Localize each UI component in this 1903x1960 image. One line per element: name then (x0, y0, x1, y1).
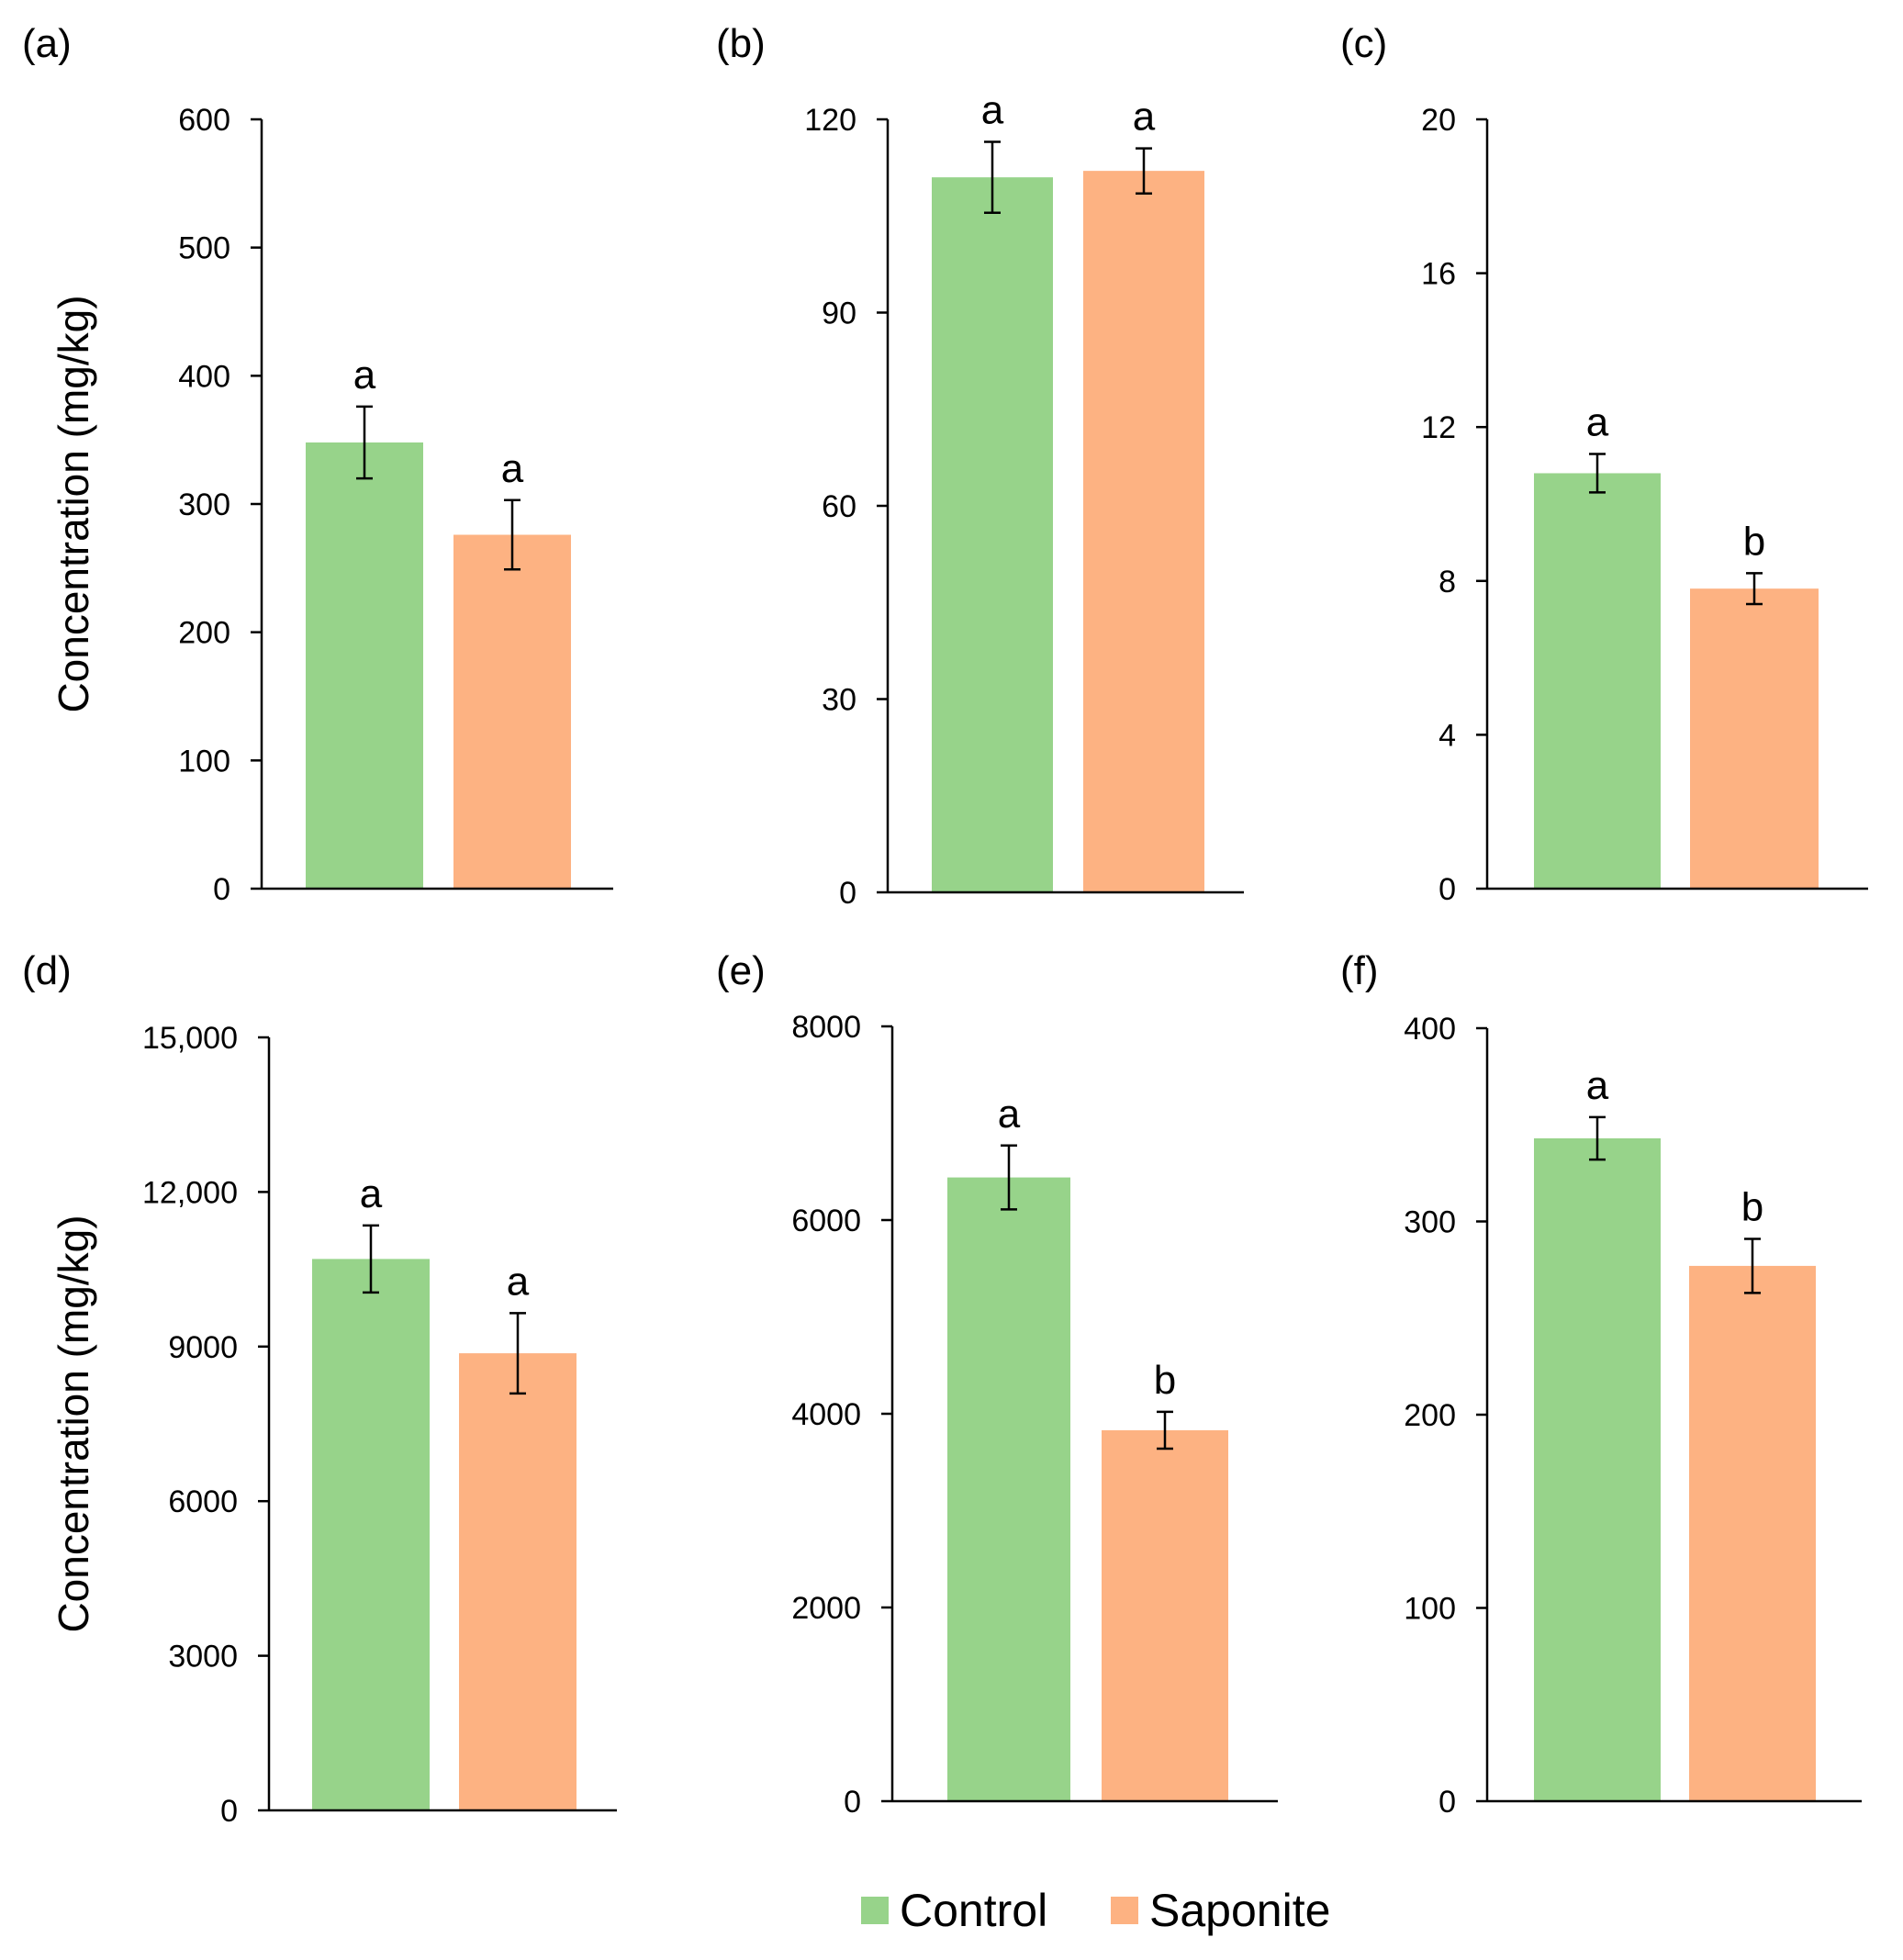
error-bar-saponite (509, 1312, 526, 1395)
legend-label-control: Control (900, 1885, 1047, 1936)
y-tick-label: 20 (1421, 103, 1456, 138)
y-tick-label: 0 (844, 1785, 861, 1820)
panel-label: (a) (22, 21, 72, 66)
error-bar-saponite (1157, 1410, 1173, 1450)
bar-control (947, 1177, 1070, 1801)
y-axis-title: Concentration (mg/kg) (50, 295, 97, 712)
significance-letter-saponite: a (501, 446, 524, 491)
significance-letter-control: a (1586, 1063, 1609, 1108)
significance-letter-saponite: b (1741, 1184, 1763, 1229)
y-tick-label: 60 (822, 489, 856, 524)
significance-letter-control: a (981, 88, 1004, 133)
bar-saponite (453, 534, 571, 889)
y-tick-label: 100 (178, 744, 230, 778)
bar-control (1534, 473, 1661, 889)
panel-label: (f) (1340, 948, 1379, 993)
y-tick-label: 12 (1421, 410, 1456, 445)
y-tick-label: 8000 (791, 1010, 861, 1045)
bar-control (932, 177, 1053, 892)
significance-letter-control: a (353, 353, 376, 398)
significance-letter-saponite: b (1154, 1358, 1176, 1403)
y-tick-label: 8 (1438, 565, 1456, 599)
legend-swatch-control (861, 1897, 889, 1924)
chart-panel-d: (d) a a 0 3000 6000 9000 12,000 15,000 Concentrat… (22, 948, 617, 1829)
y-tick-label: 16 (1421, 257, 1456, 292)
y-axis-title: Concentration (mg/kg) (50, 1215, 97, 1632)
error-bar-control (356, 405, 373, 480)
legend-label-saponite: Saponite (1149, 1885, 1330, 1936)
error-bar-saponite (1744, 1238, 1761, 1294)
error-bar-control (1001, 1144, 1017, 1211)
y-tick-label: 30 (822, 683, 856, 718)
y-tick-label: 200 (1404, 1398, 1456, 1433)
y-tick-label: 100 (1404, 1592, 1456, 1627)
y-tick-label: 400 (178, 359, 230, 394)
y-tick-label: 120 (804, 103, 856, 138)
panel-label: (e) (716, 948, 766, 993)
y-tick-label: 0 (213, 872, 230, 907)
legend-swatch-saponite (1111, 1897, 1138, 1924)
y-tick-label: 200 (178, 616, 230, 651)
significance-letter-saponite: a (507, 1259, 530, 1304)
y-tick-label: 300 (178, 487, 230, 522)
bar-control (1534, 1137, 1661, 1801)
legend: Control Saponite (861, 1885, 1330, 1936)
y-tick-label: 600 (178, 103, 230, 138)
panel-label: (c) (1340, 21, 1387, 66)
error-bar-saponite (1136, 147, 1152, 195)
bar-saponite (1102, 1429, 1228, 1801)
y-tick-label: 9000 (168, 1330, 238, 1365)
y-tick-label: 300 (1404, 1205, 1456, 1240)
significance-letter-saponite: b (1743, 519, 1765, 564)
y-tick-label: 4000 (791, 1397, 861, 1432)
error-bar-control (363, 1224, 379, 1294)
panel-label: (d) (22, 948, 72, 993)
y-tick-label: 0 (220, 1794, 238, 1829)
significance-letter-saponite: a (1133, 95, 1156, 140)
error-bar-saponite (1746, 572, 1763, 606)
y-tick-label: 6000 (168, 1484, 238, 1519)
error-bar-control (984, 140, 1001, 214)
bar-saponite (1083, 171, 1204, 893)
error-bar-control (1589, 453, 1606, 494)
y-tick-label: 500 (178, 231, 230, 266)
y-tick-label: 400 (1404, 1012, 1456, 1047)
chart-panel-b: (b) a a 0 30 60 90 120 (716, 21, 1244, 911)
y-tick-label: 0 (1438, 1785, 1456, 1820)
chart-panel-e: (e) a b 0 2000 4000 6000 8000 (716, 948, 1278, 1820)
chart-panel-f: (f) a b 0 100 200 300 400 (1340, 948, 1862, 1820)
y-tick-label: 3000 (168, 1640, 238, 1674)
y-tick-label: 90 (822, 297, 856, 331)
error-bar-control (1589, 1115, 1606, 1161)
significance-letter-control: a (998, 1092, 1021, 1137)
y-tick-label: 0 (1438, 872, 1456, 907)
significance-letter-control: a (360, 1171, 383, 1216)
bar-saponite (1690, 588, 1819, 889)
chart-panel-c: (c) a b 0 4 8 12 16 20 (1340, 21, 1868, 907)
significance-letter-control: a (1586, 400, 1609, 445)
bar-saponite (1689, 1265, 1816, 1801)
chart-panel-a: (a) a a 0 100 200 300 400 500 600 Concentration (m… (22, 21, 613, 907)
bar-control (312, 1259, 430, 1810)
bar-control (306, 442, 423, 889)
y-tick-label: 2000 (791, 1591, 861, 1626)
y-tick-label: 4 (1438, 718, 1456, 753)
error-bar-saponite (504, 498, 521, 571)
y-tick-label: 12,000 (142, 1175, 238, 1210)
y-tick-label: 6000 (791, 1204, 861, 1238)
y-tick-label: 0 (839, 876, 856, 911)
bar-saponite (459, 1353, 576, 1810)
y-tick-label: 15,000 (142, 1021, 238, 1056)
panel-label: (b) (716, 21, 766, 66)
